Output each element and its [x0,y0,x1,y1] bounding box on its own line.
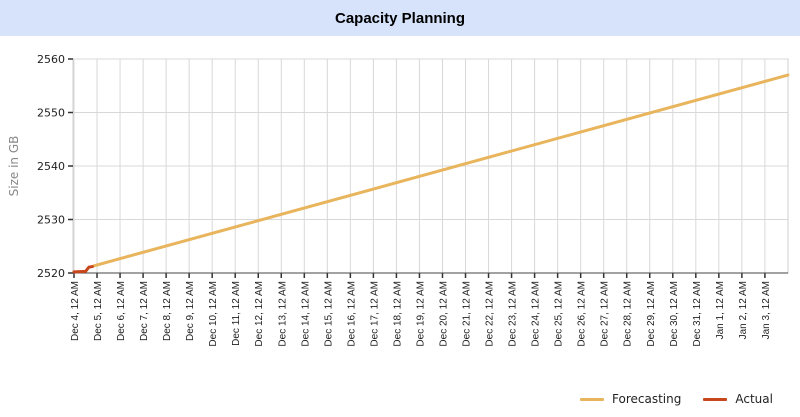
y-tick-label: 2550 [37,107,65,120]
x-tick-label: Dec 26, 12 AM [577,281,588,347]
x-tick-label: Dec 30, 12 AM [669,281,680,347]
x-tick-label: Dec 18, 12 AM [392,281,403,347]
y-tick-label: 2520 [37,267,65,280]
x-tick-label: Dec 4, 12 AM [70,281,81,341]
actual-series-line [72,265,94,274]
x-tick-label: Dec 29, 12 AM [646,281,657,347]
forecasting-series-line [91,73,790,268]
x-tick-label: Dec 24, 12 AM [531,281,542,347]
y-axis-label: Size in GB [7,136,21,197]
x-tick-label: Dec 14, 12 AM [300,281,311,347]
legend-item-forecasting[interactable]: Forecasting [580,392,681,406]
x-tick-label: Dec 31, 12 AM [692,281,703,347]
x-tick-label: Dec 25, 12 AM [554,281,565,347]
x-tick-label: Dec 27, 12 AM [600,281,611,347]
x-tick-label: Dec 13, 12 AM [277,281,288,347]
x-tick-label: Dec 9, 12 AM [185,281,196,341]
x-tick-label: Dec 28, 12 AM [623,281,634,347]
actual-swatch-icon [703,397,728,401]
legend-label: Forecasting [612,392,682,406]
x-tick-label: Dec 8, 12 AM [162,281,173,341]
y-tick-label: 2560 [37,53,65,66]
x-tick-label: Dec 7, 12 AM [139,281,150,341]
legend-item-actual[interactable]: Actual [703,392,773,406]
chart-legend: Forecasting Actual [580,392,795,406]
x-tick-label: Jan 3, 12 AM [761,281,772,339]
x-tick-label: Dec 22, 12 AM [485,281,496,347]
x-tick-label: Dec 5, 12 AM [93,281,104,341]
x-tick-label: Jan 2, 12 AM [738,281,749,339]
x-tick-label: Dec 16, 12 AM [346,281,357,347]
x-tick-label: Jan 1, 12 AM [715,281,726,339]
x-tick-label: Dec 6, 12 AM [116,281,127,341]
chart-title: Capacity Planning [334,9,466,27]
x-tick-label: Dec 19, 12 AM [415,281,426,347]
forecasting-swatch-icon [580,397,604,401]
x-tick-label: Dec 12, 12 AM [254,281,265,347]
x-tick-label: Dec 21, 12 AM [462,281,473,347]
x-tick-label: Dec 17, 12 AM [369,281,380,347]
x-tick-label: Dec 15, 12 AM [323,281,334,347]
x-tick-label: Dec 20, 12 AM [438,281,449,347]
legend-label: Actual [735,392,773,406]
y-tick-label: 2530 [37,214,65,227]
x-tick-label: Dec 10, 12 AM [208,281,219,347]
y-tick-label: 2540 [37,160,65,173]
chart-header: Capacity Planning [0,0,800,36]
x-tick-label: Dec 23, 12 AM [508,281,519,347]
x-tick-label: Dec 11, 12 AM [231,281,242,346]
